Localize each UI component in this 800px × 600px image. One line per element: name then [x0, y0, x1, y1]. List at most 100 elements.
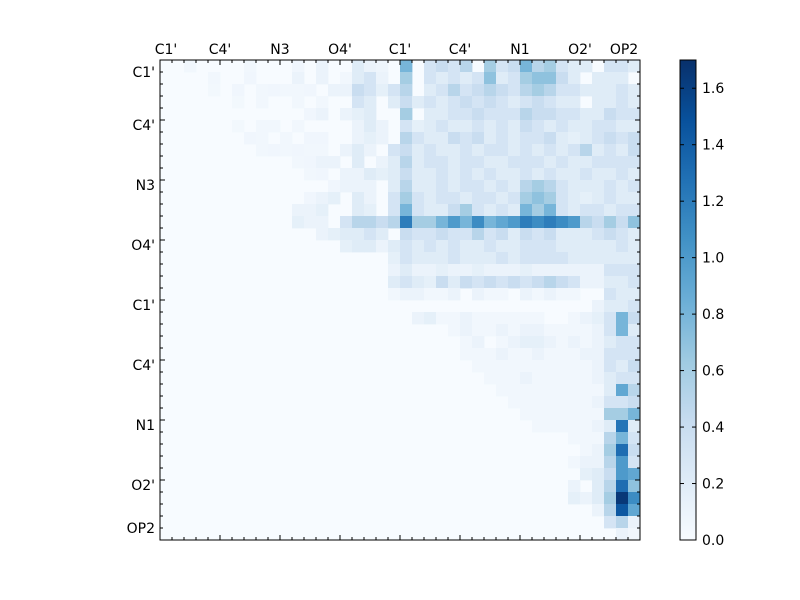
heatmap-cell — [520, 336, 533, 349]
heatmap-cell — [412, 252, 425, 265]
heatmap-cell — [436, 204, 449, 217]
heatmap-cell — [424, 120, 437, 133]
heatmap-cell — [580, 240, 593, 253]
heatmap-cell — [340, 144, 353, 157]
y-tick-label: O4' — [131, 238, 155, 254]
heatmap-cell — [400, 156, 413, 169]
heatmap-cell — [520, 84, 533, 97]
heatmap-cell — [364, 168, 377, 181]
heatmap-cell — [496, 252, 509, 265]
heatmap-cell — [604, 132, 617, 145]
heatmap-cell — [376, 156, 389, 169]
heatmap-cell — [484, 372, 497, 385]
heatmap-cell — [568, 120, 581, 133]
heatmap-cell — [544, 324, 557, 337]
heatmap-cell — [376, 216, 389, 229]
heatmap-cell — [568, 144, 581, 157]
heatmap-cell — [592, 504, 605, 517]
heatmap-cell — [436, 96, 449, 109]
heatmap-cell — [472, 96, 485, 109]
heatmap-cell — [520, 252, 533, 265]
heatmap-cell — [604, 492, 617, 505]
heatmap-cell — [460, 336, 473, 349]
heatmap-cell — [616, 216, 629, 229]
heatmap-cell — [436, 144, 449, 157]
heatmap-cell — [568, 132, 581, 145]
heatmap-cell — [580, 372, 593, 385]
heatmap-cell — [472, 264, 485, 277]
heatmap-cell — [352, 204, 365, 217]
heatmap-cell — [484, 204, 497, 217]
heatmap-cell — [472, 336, 485, 349]
heatmap-cell — [616, 132, 629, 145]
heatmap-cell — [472, 144, 485, 157]
heatmap-cell — [304, 84, 317, 97]
heatmap-cell — [448, 60, 461, 73]
heatmap-cell — [400, 180, 413, 193]
heatmap-cell — [604, 300, 617, 313]
heatmap-cell — [472, 108, 485, 121]
heatmap-cell — [592, 156, 605, 169]
heatmap-cell — [316, 216, 329, 229]
heatmap-cell — [616, 276, 629, 289]
y-tick-label: C1' — [132, 65, 155, 81]
colorbar-tick-label: 0.4 — [702, 420, 724, 436]
heatmap-cell — [436, 228, 449, 241]
heatmap-cell — [604, 360, 617, 373]
heatmap-cell — [496, 336, 509, 349]
heatmap-cell — [556, 396, 569, 409]
heatmap-cell — [556, 132, 569, 145]
heatmap-cell — [604, 504, 617, 517]
heatmap-cell — [508, 96, 521, 109]
heatmap-cell — [424, 252, 437, 265]
heatmap-cell — [556, 252, 569, 265]
heatmap-cell — [184, 60, 197, 73]
heatmap-cell — [412, 276, 425, 289]
heatmap-cell — [448, 276, 461, 289]
heatmap-cell — [460, 216, 473, 229]
heatmap-cell — [484, 180, 497, 193]
heatmap-cell — [352, 84, 365, 97]
heatmap-cell — [388, 84, 401, 97]
heatmap-cell — [496, 312, 509, 325]
heatmap-cell — [484, 144, 497, 157]
heatmap-cell — [592, 384, 605, 397]
heatmap-cell — [592, 432, 605, 445]
heatmap-cell — [508, 60, 521, 73]
heatmap-cell — [448, 156, 461, 169]
heatmap-cell — [592, 252, 605, 265]
heatmap-cell — [328, 156, 341, 169]
heatmap-cell — [508, 348, 521, 361]
colorbar-tick-label: 0.2 — [702, 477, 724, 493]
heatmap-cell — [484, 324, 497, 337]
heatmap-cell — [532, 132, 545, 145]
heatmap-cell — [364, 72, 377, 85]
heatmap-cell — [604, 180, 617, 193]
heatmap-cell — [304, 156, 317, 169]
heatmap-cell — [460, 276, 473, 289]
heatmap-cell — [520, 168, 533, 181]
heatmap-cell — [400, 168, 413, 181]
heatmap-cell — [496, 324, 509, 337]
heatmap-cell — [460, 204, 473, 217]
heatmap-cell — [616, 228, 629, 241]
heatmap-cell — [508, 192, 521, 205]
heatmap-cell — [412, 144, 425, 157]
heatmap-cell — [400, 84, 413, 97]
heatmap-cell — [556, 96, 569, 109]
heatmap-cell — [496, 180, 509, 193]
heatmap-cell — [592, 456, 605, 469]
heatmap-cell — [592, 276, 605, 289]
heatmap-cell — [292, 204, 305, 217]
heatmap-cell — [412, 216, 425, 229]
heatmap-cell — [484, 84, 497, 97]
heatmap-cell — [376, 120, 389, 133]
heatmap-cell — [592, 360, 605, 373]
heatmap-cell — [244, 60, 257, 73]
heatmap-cell — [604, 216, 617, 229]
heatmap-cell — [592, 228, 605, 241]
heatmap-cell — [628, 132, 641, 145]
heatmap-cell — [436, 108, 449, 121]
heatmap-cell — [448, 120, 461, 133]
